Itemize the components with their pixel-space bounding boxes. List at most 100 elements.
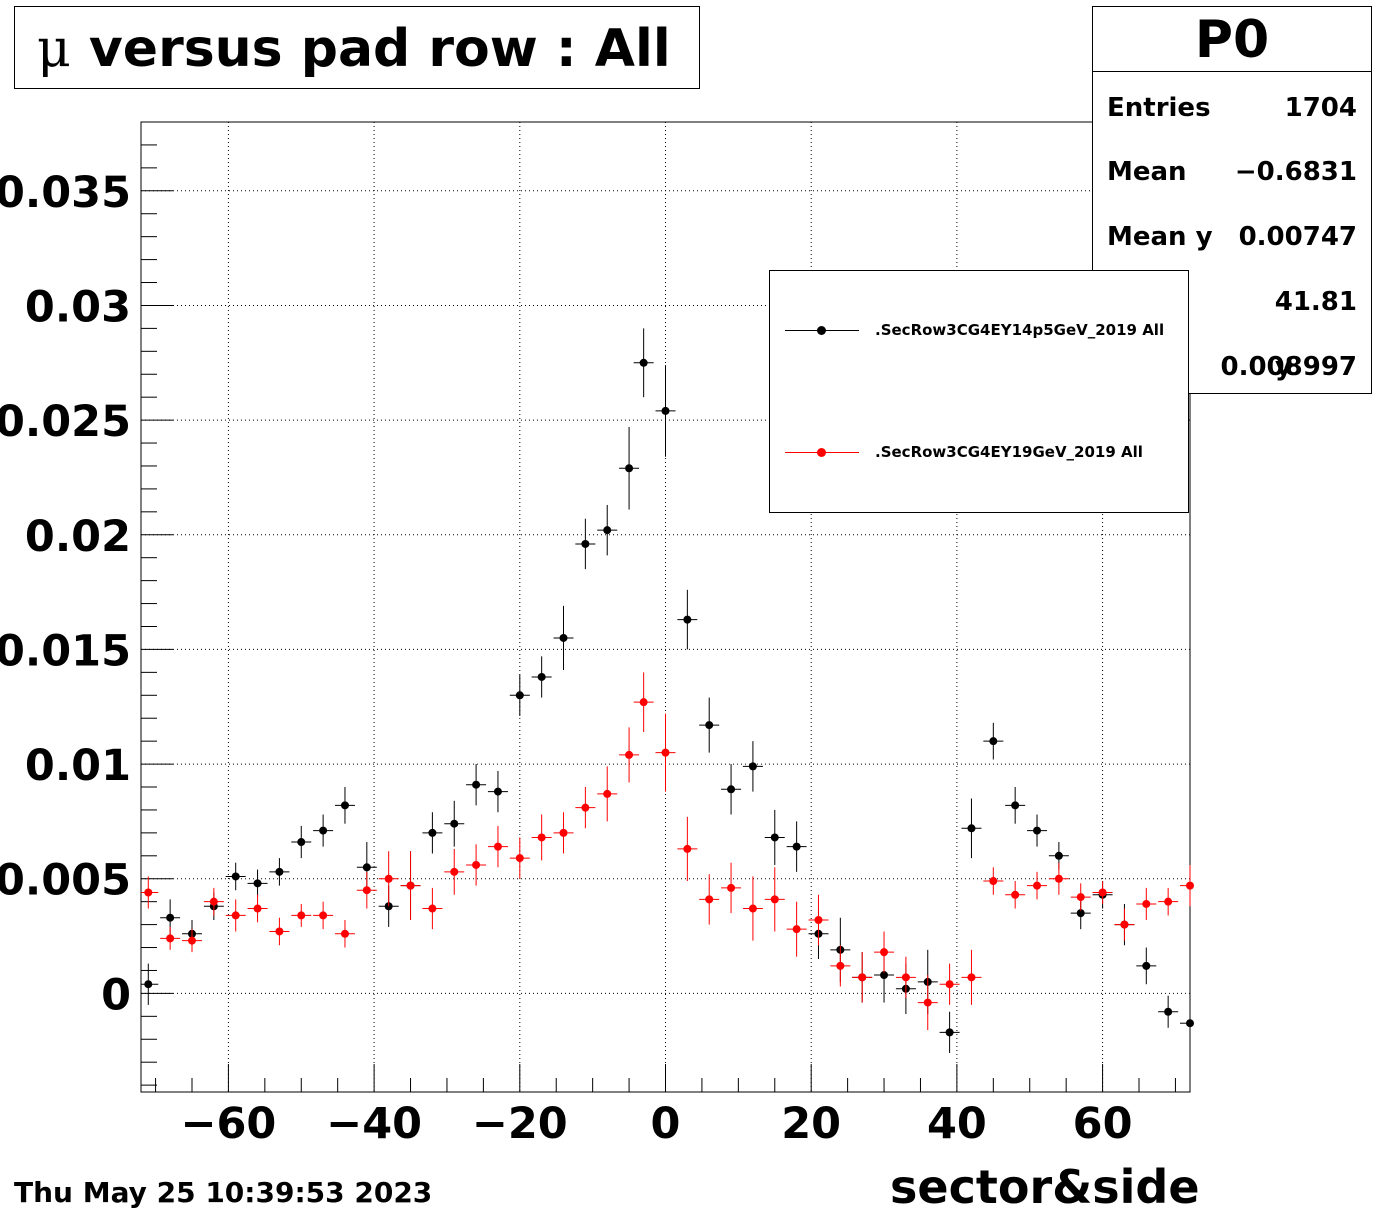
series-2-point xyxy=(253,904,262,913)
series-2-point xyxy=(923,998,932,1007)
stats-label: Entries xyxy=(1107,93,1211,123)
x-tick-label: −40 xyxy=(326,1099,422,1149)
series-1-point xyxy=(231,872,240,881)
stats-label: y xyxy=(1275,352,1292,382)
series-2-point xyxy=(625,750,634,759)
series-2-point xyxy=(1033,881,1042,890)
series-2-point xyxy=(989,877,998,886)
series-2-point xyxy=(472,860,481,869)
series-2-point xyxy=(705,895,714,904)
series-2-point xyxy=(493,842,502,851)
y-tick-label: 0.005 xyxy=(0,856,131,906)
series-2-point xyxy=(231,911,240,920)
timestamp: Thu May 25 10:39:53 2023 xyxy=(14,1176,433,1209)
series-1-point xyxy=(493,787,502,796)
series-2-point xyxy=(901,973,910,982)
stats-value: −0.6831 xyxy=(1234,157,1357,187)
series-2-point xyxy=(661,748,670,757)
title-label: versus pad row : All xyxy=(88,19,671,79)
series-2-point xyxy=(1142,899,1151,908)
y-tick-label: 0.02 xyxy=(25,512,131,562)
legend-entry-series-1: .SecRow3CG4EY14p5GeV_2019 All xyxy=(770,316,1188,346)
stats-value: 0.00747 xyxy=(1238,222,1357,252)
series-2-point xyxy=(1054,874,1063,883)
series-2-point xyxy=(209,897,218,906)
x-tick-label: −20 xyxy=(472,1099,568,1149)
series-2-point xyxy=(727,883,736,892)
legend-label-series-2: .SecRow3CG4EY19GeV_2019 All xyxy=(875,443,1143,461)
series-2-point xyxy=(1076,893,1085,902)
series-1-point xyxy=(683,615,692,624)
stats-value: 0.008997 xyxy=(1220,352,1357,382)
series-2-point xyxy=(428,904,437,913)
series-1-point xyxy=(340,801,349,810)
y-tick-label: 0.03 xyxy=(25,282,131,332)
series-1-point xyxy=(472,780,481,789)
x-tick-label: 0 xyxy=(651,1099,681,1149)
y-tick-label: 0.01 xyxy=(25,741,131,791)
series-2-point xyxy=(1120,920,1129,929)
series-1-point xyxy=(1033,826,1042,835)
series-1-point xyxy=(428,828,437,837)
stats-row-std-dev: 41.81 xyxy=(1107,287,1357,327)
stats-label: Mean xyxy=(1107,157,1187,187)
x-tick-label: 40 xyxy=(927,1099,987,1149)
series-2-point xyxy=(515,854,524,863)
series-1-point xyxy=(945,1028,954,1037)
series-1-point xyxy=(727,785,736,794)
y-tick-label: 0.025 xyxy=(0,397,131,447)
series-1-point xyxy=(253,879,262,888)
legend-label-series-1: .SecRow3CG4EY14p5GeV_2019 All xyxy=(875,321,1165,339)
y-tick-label: 0.015 xyxy=(0,626,131,676)
legend: .SecRow3CG4EY14p5GeV_2019 All .SecRow3CG… xyxy=(769,270,1189,513)
series-2-point xyxy=(319,911,328,920)
stats-label: Mean y xyxy=(1107,222,1213,252)
series-2-point xyxy=(814,916,823,925)
title-symbol: μ xyxy=(37,19,71,79)
stats-value: 1704 xyxy=(1284,93,1357,123)
series-1-point xyxy=(1164,1007,1173,1016)
series-1-point xyxy=(362,863,371,872)
stats-row-mean: Mean −0.6831 xyxy=(1107,157,1357,197)
series-1-point xyxy=(967,824,976,833)
series-1-point xyxy=(1142,961,1151,970)
stats-row-std-dev-y: y 0.008997 xyxy=(1107,352,1357,392)
legend-marker-series-1 xyxy=(817,326,826,335)
y-tick-label: 0 xyxy=(101,970,131,1020)
series-1-point xyxy=(319,826,328,835)
series-2-point xyxy=(362,886,371,895)
series-2-point xyxy=(945,980,954,989)
series-2-point xyxy=(858,973,867,982)
series-2-point xyxy=(792,925,801,934)
legend-marker-series-2 xyxy=(817,448,826,457)
series-1-point xyxy=(625,464,634,473)
series-1-point xyxy=(275,867,284,876)
series-2-point xyxy=(297,911,306,920)
series-1-point xyxy=(581,539,590,548)
series-1-point xyxy=(166,913,175,922)
series-2-point xyxy=(748,904,757,913)
chart-title: μ versus pad row : All xyxy=(37,19,671,79)
stats-value: 41.81 xyxy=(1274,287,1357,317)
series-2-point xyxy=(1098,888,1107,897)
series-1-point xyxy=(1186,1019,1194,1028)
series-2-point xyxy=(603,789,612,798)
series-1-point xyxy=(661,406,670,415)
series-2-point xyxy=(967,973,976,982)
series-1-point xyxy=(792,842,801,851)
series-2-point xyxy=(187,936,196,945)
series-2-point xyxy=(683,844,692,853)
series-1-point xyxy=(639,358,648,367)
series-1-point xyxy=(705,721,714,730)
stats-row-mean-y: Mean y 0.00747 xyxy=(1107,222,1357,262)
x-axis-label: sector&side xyxy=(890,1160,1200,1214)
x-tick-label: 20 xyxy=(781,1099,841,1149)
x-tick-label: −60 xyxy=(180,1099,276,1149)
series-1-point xyxy=(603,526,612,535)
series-1-point xyxy=(537,672,546,681)
series-1-point xyxy=(989,737,998,746)
series-2-point xyxy=(880,948,889,957)
series-1-point xyxy=(559,633,568,642)
series-1-point xyxy=(297,838,306,847)
series-1-point xyxy=(770,833,779,842)
